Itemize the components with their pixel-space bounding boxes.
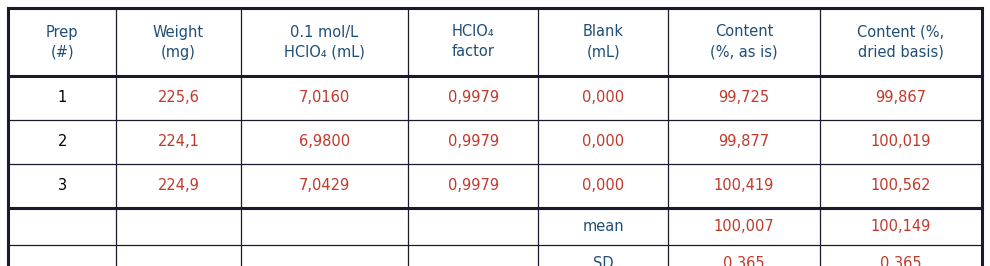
Text: SD: SD [593,256,614,266]
Text: 0,000: 0,000 [582,178,625,193]
Text: Blank: Blank [583,24,624,39]
Text: 0,9979: 0,9979 [447,90,499,106]
Text: 0,9979: 0,9979 [447,178,499,193]
Text: dried basis): dried basis) [858,44,943,60]
Text: 224,1: 224,1 [157,135,199,149]
Text: 99,877: 99,877 [719,135,769,149]
Text: 2: 2 [57,135,66,149]
Text: 225,6: 225,6 [157,90,199,106]
Text: 7,0160: 7,0160 [299,90,350,106]
Text: Content: Content [715,24,773,39]
Text: 0,9979: 0,9979 [447,135,499,149]
Text: 1: 1 [57,90,66,106]
Text: 100,419: 100,419 [714,178,774,193]
Text: Weight: Weight [152,24,204,39]
Text: factor: factor [451,44,495,60]
Text: 99,867: 99,867 [875,90,927,106]
Text: (mL): (mL) [586,44,620,60]
Text: 100,149: 100,149 [870,219,931,234]
Text: 3: 3 [57,178,66,193]
Text: 100,007: 100,007 [714,219,774,234]
Text: 99,725: 99,725 [719,90,769,106]
Text: 0,365: 0,365 [723,256,764,266]
Text: 0,000: 0,000 [582,90,625,106]
Text: 7,0429: 7,0429 [299,178,350,193]
Text: mean: mean [582,219,624,234]
Text: Content (%,: Content (%, [857,24,944,39]
Text: Prep: Prep [46,24,78,39]
Text: (mg): (mg) [161,44,196,60]
Text: HClO₄: HClO₄ [452,24,495,39]
Text: 0,000: 0,000 [582,135,625,149]
Text: 100,019: 100,019 [870,135,931,149]
Text: 6,9800: 6,9800 [299,135,350,149]
Text: (#): (#) [50,44,74,60]
Text: 100,562: 100,562 [870,178,931,193]
Text: HClO₄ (mL): HClO₄ (mL) [284,44,365,60]
Text: (%, as is): (%, as is) [710,44,778,60]
Text: 224,9: 224,9 [157,178,199,193]
Text: 0,365: 0,365 [880,256,922,266]
Text: 0.1 mol/L: 0.1 mol/L [290,24,358,39]
